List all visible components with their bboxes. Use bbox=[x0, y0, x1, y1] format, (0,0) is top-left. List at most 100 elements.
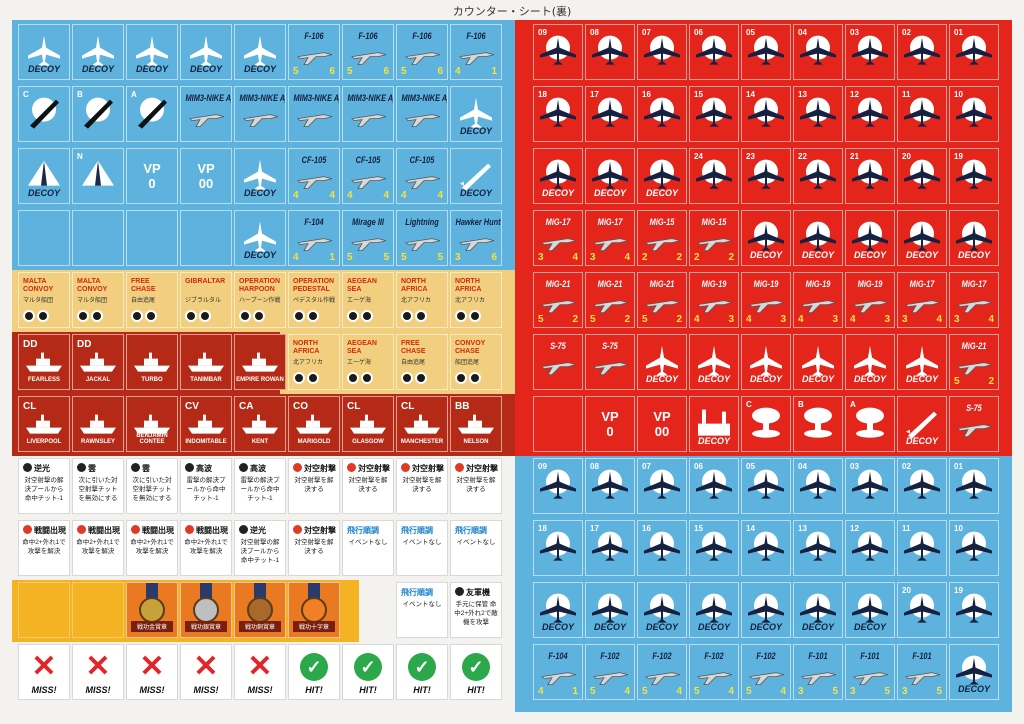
aircraft-counter[interactable]: DECOY bbox=[689, 396, 739, 452]
fighter-counter[interactable]: F-101 3 5 bbox=[845, 644, 895, 700]
fighter-counter[interactable]: MiG-17 3 4 bbox=[949, 272, 999, 328]
bomber-counter[interactable]: 10 bbox=[949, 86, 999, 142]
fighter-counter[interactable]: F-106 4 1 bbox=[450, 24, 502, 80]
aircraft-counter[interactable]: DECOY bbox=[585, 148, 635, 204]
fighter-counter[interactable]: F-101 3 5 bbox=[793, 644, 843, 700]
bomber-counter[interactable]: 04 bbox=[793, 24, 843, 80]
fighter-counter[interactable]: MiG-15 2 2 bbox=[637, 210, 687, 266]
bomber-counter[interactable]: 15 bbox=[689, 86, 739, 142]
fighter-counter[interactable]: F-102 5 4 bbox=[689, 644, 739, 700]
bomber-counter[interactable]: 01 bbox=[949, 24, 999, 80]
fighter-counter[interactable]: F-106 5 6 bbox=[342, 24, 394, 80]
event-counter[interactable]: 高波 雷撃の解決プールから命中チット-1 bbox=[234, 458, 286, 514]
bomber-counter[interactable]: 06 bbox=[689, 24, 739, 80]
fighter-counter[interactable]: CF-105 4 4 bbox=[288, 148, 340, 204]
bomber-counter[interactable]: 14 bbox=[741, 86, 791, 142]
bomber-counter[interactable]: 13 bbox=[793, 520, 843, 576]
bomber-counter[interactable]: 13 bbox=[793, 86, 843, 142]
fighter-counter[interactable]: MiG-17 3 4 bbox=[897, 272, 947, 328]
aircraft-counter[interactable]: DECOY bbox=[234, 210, 286, 266]
aircraft-counter[interactable]: DECOY bbox=[72, 24, 124, 80]
blank-counter[interactable] bbox=[180, 210, 232, 266]
ship-counter[interactable]: CL GLASGOW bbox=[342, 396, 394, 452]
bomber-counter[interactable]: 18 bbox=[533, 520, 583, 576]
vp-counter[interactable]: VP 0 bbox=[126, 148, 178, 204]
event-counter[interactable]: 対空射撃 対空射撃を解決する bbox=[396, 458, 448, 514]
vp-counter[interactable]: VP 00 bbox=[180, 148, 232, 204]
event-counter[interactable]: 逆光 対空射撃の解決プールから命中チット-1 bbox=[234, 520, 286, 576]
fighter-counter[interactable]: MiG-15 2 2 bbox=[689, 210, 739, 266]
bomber-counter[interactable]: 19 bbox=[949, 148, 999, 204]
blank-counter[interactable] bbox=[126, 210, 178, 266]
aircraft-counter[interactable]: DECOY bbox=[585, 582, 635, 638]
event-counter[interactable]: 友軍機 手元に保管 命中2+外れ2で敵機を攻撃 bbox=[450, 582, 502, 638]
event-counter[interactable]: 戦闘出現 命中2+外れ1で攻撃を解決 bbox=[180, 520, 232, 576]
aircraft-counter[interactable]: DECOY bbox=[897, 210, 947, 266]
bomber-counter[interactable]: 08 bbox=[585, 458, 635, 514]
bomber-counter[interactable]: 07 bbox=[637, 24, 687, 80]
aircraft-counter[interactable]: DECOY bbox=[897, 334, 947, 390]
bomber-counter[interactable]: 22 bbox=[793, 148, 843, 204]
ship-counter[interactable]: EMPIRE ROWAN bbox=[234, 334, 286, 390]
fighter-counter[interactable]: MiG-17 3 4 bbox=[585, 210, 635, 266]
fighter-counter[interactable]: MIM3-NIKE Ajax bbox=[234, 86, 286, 142]
fighter-counter[interactable]: Mirage III 5 5 bbox=[342, 210, 394, 266]
bomber-counter[interactable]: 04 bbox=[793, 458, 843, 514]
fighter-counter[interactable]: MIM3-NIKE Ajax bbox=[396, 86, 448, 142]
event-counter[interactable]: 飛行順調 イベントなし bbox=[396, 520, 448, 576]
event-counter[interactable]: 雲次に引いた対空射撃チットを無効にする bbox=[126, 458, 178, 514]
aircraft-counter[interactable]: DECOY bbox=[793, 582, 843, 638]
bomber-counter[interactable]: 16 bbox=[637, 86, 687, 142]
aircraft-counter[interactable]: DECOY bbox=[450, 86, 502, 142]
event-counter[interactable]: 飛行順調 イベントなし bbox=[450, 520, 502, 576]
event-counter[interactable]: 戦闘出現 命中2+外れ1で攻撃を解決 bbox=[126, 520, 178, 576]
aircraft-counter[interactable]: DECOY bbox=[18, 24, 70, 80]
op-counter[interactable]: AEGEAN SEA エーゲ海 bbox=[342, 272, 394, 328]
aircraft-counter[interactable]: DECOY bbox=[18, 148, 70, 204]
fighter-counter[interactable]: CF-105 4 4 bbox=[342, 148, 394, 204]
bomber-counter[interactable]: 03 bbox=[845, 24, 895, 80]
ship-counter[interactable]: DD FEARLESS bbox=[18, 334, 70, 390]
aircraft-counter[interactable]: DECOY bbox=[689, 334, 739, 390]
bomber-counter[interactable]: 08 bbox=[585, 24, 635, 80]
fighter-counter[interactable]: F-101 3 5 bbox=[897, 644, 947, 700]
aircraft-counter[interactable]: DECOY bbox=[637, 148, 687, 204]
blank-counter[interactable] bbox=[18, 210, 70, 266]
fighter-counter[interactable]: MIM3-NIKE Ajax bbox=[342, 86, 394, 142]
event-counter[interactable]: 戦闘出現 命中2+外れ1で攻撃を解決 bbox=[18, 520, 70, 576]
medal-counter[interactable]: 戦功金賞章 bbox=[126, 582, 178, 638]
fighter-counter[interactable]: Hawker Hunter36 bbox=[450, 210, 502, 266]
aircraft-counter[interactable]: DECOY bbox=[741, 210, 791, 266]
medal-counter[interactable]: 戦功十字章 bbox=[288, 582, 340, 638]
op-counter[interactable]: FREE CHASE 自由追尾 bbox=[126, 272, 178, 328]
aircraft-counter[interactable]: DECOY bbox=[234, 148, 286, 204]
mark-counter[interactable]: ✕ MISS! bbox=[234, 644, 286, 700]
aircraft-counter[interactable]: DECOY bbox=[845, 210, 895, 266]
aircraft-counter[interactable]: DECOY bbox=[949, 210, 999, 266]
bomber-counter[interactable]: 17 bbox=[585, 86, 635, 142]
event-counter[interactable]: 飛行順調 イベントなし bbox=[396, 582, 448, 638]
aircraft-counter[interactable]: DECOY bbox=[689, 582, 739, 638]
bomber-counter[interactable]: 01 bbox=[949, 458, 999, 514]
aircraft-counter[interactable]: DECOY bbox=[845, 582, 895, 638]
fighter-counter[interactable]: MiG-21 5 2 bbox=[585, 272, 635, 328]
mark-counter[interactable]: ✓ HIT! bbox=[342, 644, 394, 700]
ship-counter[interactable]: CL MANCHESTER bbox=[396, 396, 448, 452]
event-counter[interactable]: 対空射撃 対空射撃を解決する bbox=[288, 458, 340, 514]
bomber-counter[interactable]: 12 bbox=[845, 520, 895, 576]
bomber-counter[interactable]: 07 bbox=[637, 458, 687, 514]
bomber-counter[interactable]: 16 bbox=[637, 520, 687, 576]
fighter-counter[interactable]: MiG-21 5 2 bbox=[637, 272, 687, 328]
aircraft-counter[interactable]: DECOY bbox=[741, 334, 791, 390]
mark-counter[interactable]: ✕ MISS! bbox=[180, 644, 232, 700]
bomber-counter[interactable]: 06 bbox=[689, 458, 739, 514]
mark-counter[interactable]: ✕ MISS! bbox=[126, 644, 178, 700]
bomber-counter[interactable]: 19 bbox=[949, 582, 999, 638]
mark-counter[interactable]: ✓ HIT! bbox=[450, 644, 502, 700]
bomber-counter[interactable]: 15 bbox=[689, 520, 739, 576]
aircraft-counter[interactable]: N bbox=[72, 148, 124, 204]
op-counter[interactable]: NORTH AFRICA 北アフリカ bbox=[396, 272, 448, 328]
vp-counter[interactable]: VP 00 bbox=[637, 396, 687, 452]
ship-counter[interactable]: CA KENT bbox=[234, 396, 286, 452]
event-counter[interactable]: 逆光 対空射撃の解決プールから命中チット-1 bbox=[18, 458, 70, 514]
